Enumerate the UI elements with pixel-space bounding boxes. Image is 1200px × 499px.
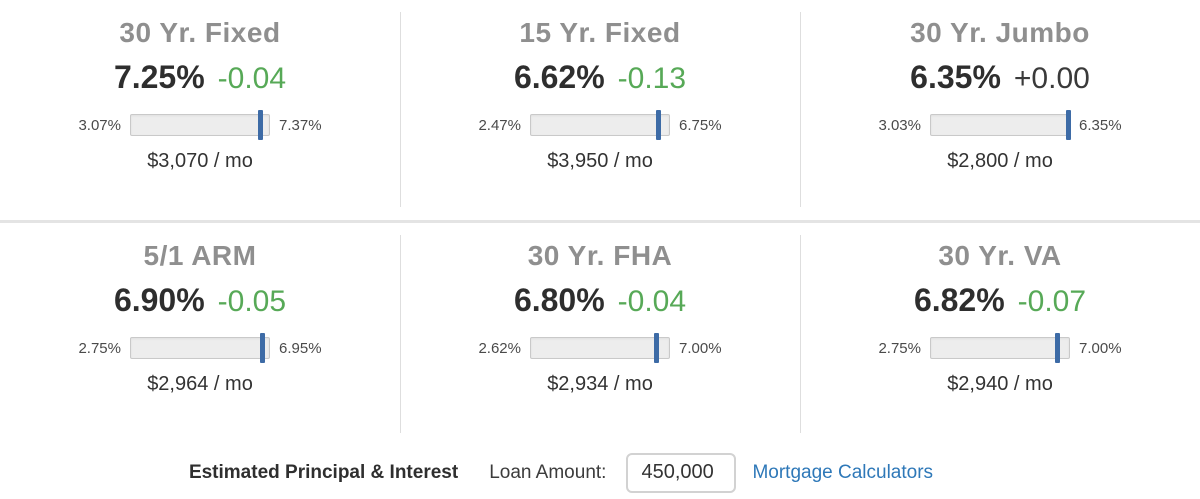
- loan-type-title: 30 Yr. Fixed: [119, 17, 281, 48]
- rate-range-slider: 2.62% 7.00%: [478, 332, 722, 364]
- current-rate: 6.82%: [913, 282, 1005, 318]
- range-track: [530, 333, 670, 363]
- loan-type-title: 30 Yr. VA: [938, 240, 1062, 271]
- mortgage-calculators-link[interactable]: Mortgage Calculators: [752, 461, 934, 483]
- rate-range-slider: 3.07% 7.37%: [78, 109, 322, 141]
- rate-range-slider: 2.47% 6.75%: [478, 109, 722, 141]
- loan-type-title: 30 Yr. Jumbo: [910, 17, 1090, 48]
- range-track: [130, 333, 270, 363]
- range-min-label: 3.07%: [78, 116, 121, 134]
- monthly-payment: $2,800 / mo: [947, 150, 1053, 172]
- monthly-payment: $3,950 / mo: [547, 150, 653, 172]
- range-max-label: 6.95%: [279, 339, 322, 357]
- rate-marker: [260, 333, 266, 363]
- loan-amount-label: Loan Amount:: [489, 461, 607, 483]
- range-track: [530, 110, 670, 140]
- footer-bar: Estimated Principal & Interest Loan Amou…: [0, 446, 1161, 499]
- range-max-label: 7.00%: [1079, 339, 1122, 357]
- rate-card-30-yr-jumbo: 30 Yr. Jumbo 6.35% +0.00 3.03% 6.35% $2,…: [799, 0, 1200, 220]
- rate-change: -0.04: [617, 285, 687, 318]
- loan-amount-input[interactable]: [626, 452, 737, 493]
- current-rate: 6.35%: [910, 59, 1001, 95]
- current-rate: 6.90%: [113, 282, 205, 318]
- rate-range-slider: 2.75% 6.95%: [78, 332, 322, 364]
- range-track: [930, 110, 1071, 140]
- rate-card-30-yr-fixed: 30 Yr. Fixed 7.25% -0.04 3.07% 7.37% $3,…: [0, 0, 400, 220]
- rate-row: 6.35% +0.00: [910, 55, 1090, 101]
- rate-range-slider: 3.03% 6.35%: [878, 109, 1122, 141]
- range-min-label: 2.62%: [478, 339, 521, 357]
- rate-change: -0.04: [217, 62, 287, 95]
- current-rate: 6.62%: [513, 59, 605, 95]
- rate-row: 6.82% -0.07: [914, 278, 1086, 324]
- loan-type-title: 5/1 ARM: [143, 240, 257, 271]
- monthly-payment: $2,940 / mo: [947, 373, 1053, 395]
- range-min-label: 2.75%: [78, 339, 121, 357]
- range-max-label: 7.00%: [679, 339, 722, 357]
- rate-change: -0.05: [217, 285, 287, 318]
- rate-marker: [257, 110, 263, 140]
- rate-marker: [653, 333, 659, 363]
- rate-marker: [1066, 110, 1071, 140]
- loan-type-title: 15 Yr. Fixed: [519, 17, 681, 48]
- rate-card-5-1-arm: 5/1 ARM 6.90% -0.05 2.75% 6.95% $2,964 /…: [0, 223, 400, 446]
- rate-row: 6.62% -0.13: [514, 55, 686, 101]
- current-rate: 7.25%: [113, 59, 205, 95]
- rate-card-15-yr-fixed: 15 Yr. Fixed 6.62% -0.13 2.47% 6.75% $3,…: [399, 0, 800, 220]
- range-max-label: 6.75%: [679, 116, 722, 134]
- monthly-payment: $2,964 / mo: [147, 373, 253, 395]
- rate-change: -0.07: [1017, 285, 1087, 318]
- rate-row: 7.25% -0.04: [114, 55, 286, 101]
- range-track: [130, 110, 270, 140]
- rate-row: 6.80% -0.04: [514, 278, 686, 324]
- monthly-payment: $3,070 / mo: [147, 150, 253, 172]
- rate-change: +0.00: [1013, 62, 1090, 95]
- rate-row: 6.90% -0.05: [114, 278, 286, 324]
- loan-type-title: 30 Yr. FHA: [527, 240, 673, 271]
- rates-row-2: 5/1 ARM 6.90% -0.05 2.75% 6.95% $2,964 /…: [0, 223, 1200, 446]
- range-min-label: 2.47%: [478, 116, 521, 134]
- estimated-principal-interest-heading: Estimated Principal & Interest: [188, 461, 459, 483]
- rate-card-30-yr-va: 30 Yr. VA 6.82% -0.07 2.75% 7.00% $2,940…: [799, 223, 1200, 446]
- monthly-payment: $2,934 / mo: [547, 373, 653, 395]
- rate-range-slider: 2.75% 7.00%: [878, 332, 1122, 364]
- range-min-label: 2.75%: [878, 339, 921, 357]
- range-track: [930, 333, 1070, 363]
- rate-card-30-yr-fha: 30 Yr. FHA 6.80% -0.04 2.62% 7.00% $2,93…: [399, 223, 800, 446]
- range-max-label: 6.35%: [1079, 116, 1122, 134]
- current-rate: 6.80%: [513, 282, 605, 318]
- range-max-label: 7.37%: [279, 116, 322, 134]
- rate-marker: [656, 110, 662, 140]
- range-min-label: 3.03%: [878, 116, 921, 134]
- rate-marker: [1054, 333, 1060, 363]
- rate-change: -0.13: [617, 62, 687, 95]
- rates-row-1: 30 Yr. Fixed 7.25% -0.04 3.07% 7.37% $3,…: [0, 0, 1200, 223]
